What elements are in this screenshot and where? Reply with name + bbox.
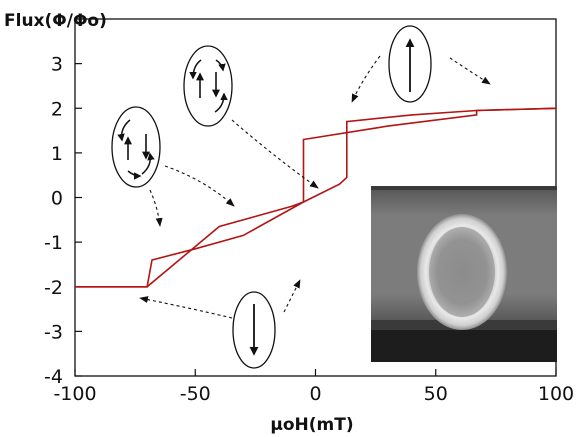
state-single-down	[232, 291, 276, 369]
x-tick-label: 100	[538, 383, 574, 405]
tick-labels: -100 -50 0 50 100 3 2 1 0 -1 -2 -3 -4	[44, 54, 574, 405]
sem-inset	[371, 186, 557, 362]
y-tick-label: -1	[44, 232, 63, 254]
state-double-vortex-top	[183, 45, 233, 127]
y-tick-label: 2	[51, 98, 63, 120]
state-single-up	[388, 25, 432, 103]
x-axis-title: μoH(mT)	[270, 415, 353, 435]
series-line-ascending	[75, 107, 557, 288]
y-tick-label: -3	[44, 321, 63, 343]
annotation-arrows	[139, 55, 491, 319]
y-axis-title: Flux(Φ/Φo)	[4, 11, 107, 31]
state-double-vortex-left	[111, 106, 161, 188]
y-tick-label: -2	[44, 277, 63, 299]
y-tick-label: 3	[51, 54, 63, 76]
y-tick-label: 0	[51, 188, 63, 210]
hysteresis-curves	[75, 107, 557, 288]
x-tick-label: -100	[53, 383, 96, 405]
y-tick-label: 1	[51, 143, 63, 165]
x-tick-label: -50	[180, 383, 211, 405]
y-tick-label: -4	[44, 366, 63, 388]
series-line-descending	[75, 107, 557, 288]
x-tick-label: 0	[309, 383, 321, 405]
axis-ticks	[74, 63, 557, 377]
x-tick-label: 50	[424, 383, 448, 405]
